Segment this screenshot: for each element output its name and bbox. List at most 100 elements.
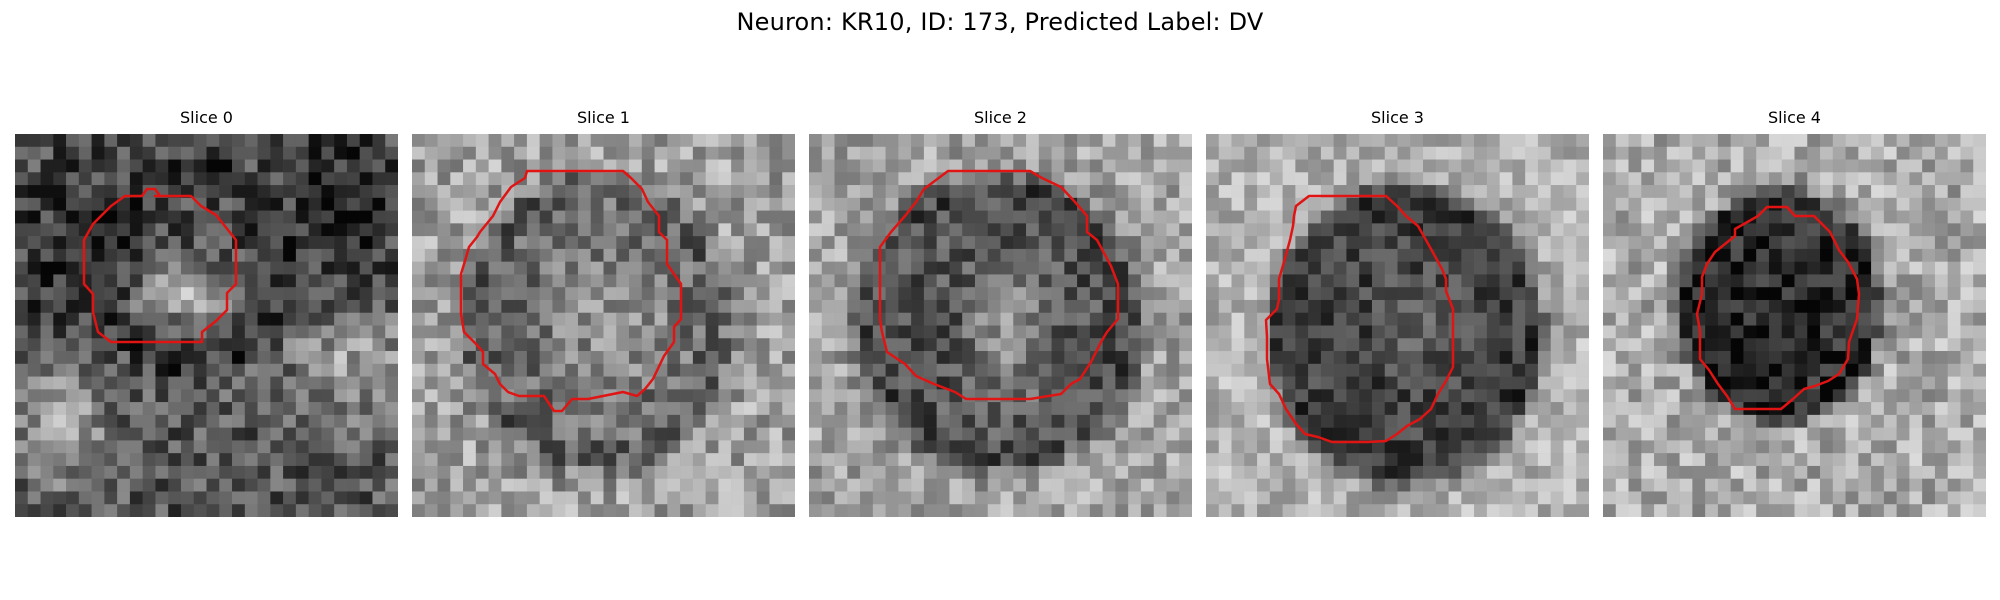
image-pixel: [1896, 376, 1910, 390]
image-pixel: [987, 159, 1001, 173]
image-pixel: [705, 440, 719, 454]
image-pixel: [526, 159, 540, 173]
image-pixel: [1768, 146, 1782, 160]
image-pixel: [385, 134, 398, 148]
image-pixel: [1333, 414, 1347, 428]
image-pixel: [1603, 351, 1617, 365]
image-pixel: [809, 223, 823, 237]
image-pixel: [1499, 312, 1513, 326]
image-pixel: [1320, 236, 1334, 250]
image-pixel: [1781, 338, 1795, 352]
image-pixel: [974, 197, 988, 211]
image-pixel: [1000, 504, 1014, 517]
image-pixel: [1064, 478, 1078, 492]
image-pixel: [1615, 159, 1629, 173]
image-pixel: [372, 236, 386, 250]
image-pixel: [936, 299, 950, 313]
image-pixel: [372, 146, 386, 160]
image-pixel: [1603, 261, 1617, 275]
image-pixel: [1359, 427, 1373, 441]
image-pixel: [1179, 134, 1192, 148]
image-pixel: [1140, 363, 1154, 377]
image-pixel: [40, 440, 54, 454]
image-pixel: [1077, 389, 1091, 403]
image-pixel: [1269, 427, 1283, 441]
image-pixel: [1166, 274, 1180, 288]
image-pixel: [180, 351, 194, 365]
image-pixel: [372, 274, 386, 288]
image-pixel: [1603, 185, 1617, 199]
image-pixel: [1346, 402, 1360, 416]
image-pixel: [552, 440, 566, 454]
image-pixel: [1871, 287, 1885, 301]
image-pixel: [66, 299, 80, 313]
image-pixel: [1333, 325, 1347, 339]
image-pixel: [1807, 491, 1821, 505]
image-pixel: [860, 440, 874, 454]
image-pixel: [1909, 376, 1923, 390]
image-pixel: [180, 197, 194, 211]
image-pixel: [1346, 504, 1360, 517]
image-pixel: [1153, 185, 1167, 199]
image-pixel: [616, 491, 630, 505]
image-pixel: [680, 504, 694, 517]
image-pixel: [257, 299, 271, 313]
image-pixel: [809, 146, 823, 160]
image-pixel: [1333, 338, 1347, 352]
image-pixel: [1883, 146, 1897, 160]
image-pixel: [654, 159, 668, 173]
image-pixel: [987, 478, 1001, 492]
image-pixel: [1705, 402, 1719, 416]
image-pixel: [155, 363, 169, 377]
image-pixel: [1206, 427, 1220, 441]
image-pixel: [705, 236, 719, 250]
image-pixel: [1641, 465, 1655, 479]
image-pixel: [1973, 287, 1986, 301]
image-pixel: [1845, 491, 1859, 505]
image-pixel: [1603, 159, 1617, 173]
image-pixel: [1115, 146, 1129, 160]
image-pixel: [847, 197, 861, 211]
image-pixel: [1089, 261, 1103, 275]
image-pixel: [603, 236, 617, 250]
image-pixel: [1064, 427, 1078, 441]
image-pixel: [590, 427, 604, 441]
image-pixel: [257, 338, 271, 352]
image-pixel: [1525, 427, 1539, 441]
image-pixel: [629, 134, 643, 148]
image-pixel: [40, 491, 54, 505]
image-pixel: [142, 287, 156, 301]
image-pixel: [501, 159, 515, 173]
image-pixel: [1410, 312, 1424, 326]
image-pixel: [1461, 491, 1475, 505]
image-pixel: [1115, 172, 1129, 186]
image-pixel: [1692, 159, 1706, 173]
image-pixel: [142, 478, 156, 492]
image-pixel: [616, 427, 630, 441]
slice-title-0: Slice 0: [180, 108, 233, 127]
image-pixel: [359, 453, 373, 467]
image-pixel: [1269, 146, 1283, 160]
image-pixel: [1730, 427, 1744, 441]
image-pixel: [1922, 210, 1936, 224]
image-pixel: [1333, 223, 1347, 237]
image-pixel: [603, 376, 617, 390]
image-pixel: [756, 402, 770, 416]
image-pixel: [1308, 453, 1322, 467]
image-pixel: [424, 376, 438, 390]
image-pixel: [488, 185, 502, 199]
image-pixel: [552, 414, 566, 428]
image-pixel: [1960, 453, 1974, 467]
image-pixel: [1692, 491, 1706, 505]
image-pixel: [78, 389, 92, 403]
image-pixel: [1550, 351, 1564, 365]
image-pixel: [193, 223, 207, 237]
image-pixel: [206, 478, 220, 492]
image-pixel: [1333, 363, 1347, 377]
image-pixel: [501, 478, 515, 492]
image-pixel: [872, 146, 886, 160]
image-pixel: [641, 172, 655, 186]
image-pixel: [731, 236, 745, 250]
image-pixel: [244, 146, 258, 160]
image-pixel: [1346, 376, 1360, 390]
